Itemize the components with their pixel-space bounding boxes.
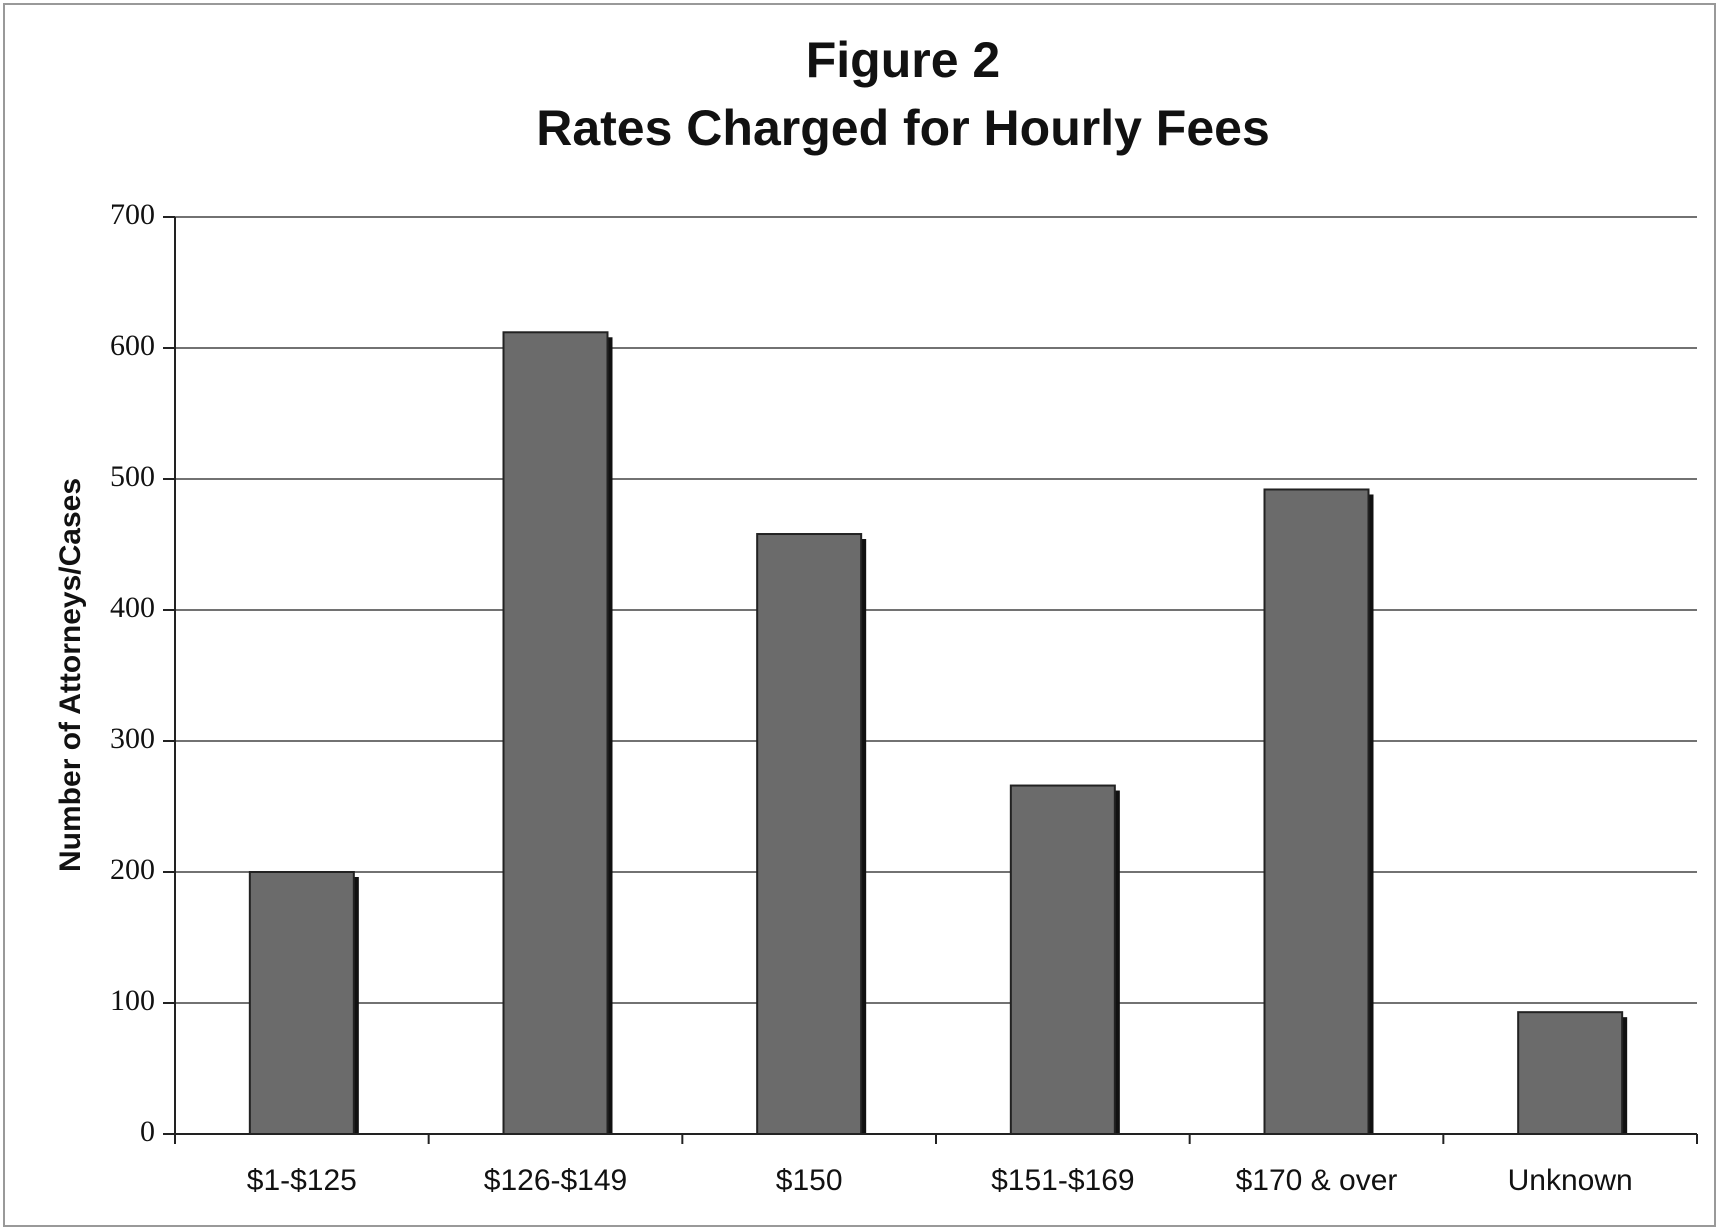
- bar: [756, 533, 863, 1135]
- y-axis-label: Number of Attorneys/Cases: [54, 478, 87, 872]
- x-tick-label: $126-$149: [484, 1164, 627, 1197]
- y-tick-label: 0: [140, 1115, 155, 1148]
- x-tick-label: $1-$125: [247, 1164, 357, 1197]
- chart-subtitle: Rates Charged for Hourly Fees: [536, 100, 1270, 156]
- x-tick-label: $151-$169: [991, 1164, 1134, 1197]
- bar: [502, 331, 609, 1135]
- x-tick-label: $150: [776, 1164, 843, 1197]
- bar: [248, 871, 355, 1135]
- y-tick-label: 300: [110, 722, 155, 755]
- y-tick-label: 100: [110, 984, 155, 1017]
- y-tick-label: 600: [110, 329, 155, 362]
- y-tick-label: 200: [110, 853, 155, 886]
- y-tick-label: 500: [110, 460, 155, 493]
- bar: [1263, 488, 1370, 1136]
- y-tick-label: 700: [110, 198, 155, 231]
- bar: [1517, 1011, 1624, 1135]
- y-tick-label: 400: [110, 591, 155, 624]
- chart-title: Figure 2: [806, 32, 1000, 88]
- x-tick-label: $170 & over: [1236, 1164, 1398, 1197]
- x-tick-label: Unknown: [1508, 1164, 1633, 1197]
- bar: [1009, 784, 1116, 1135]
